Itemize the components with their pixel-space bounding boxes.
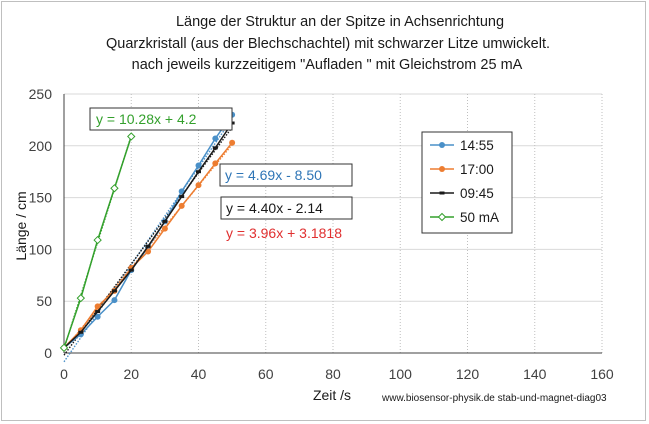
y-tick-label: 100	[29, 241, 53, 257]
chart-title-line-3: nach jeweils kurzzeitigem "Aufladen " mi…	[132, 57, 523, 73]
x-tick-label: 140	[523, 366, 547, 382]
x-tick-label: 0	[60, 366, 68, 382]
series-09-45	[61, 121, 235, 350]
y-tick-label: 0	[44, 345, 52, 361]
data-point	[212, 135, 219, 142]
legend: 14:55 17:00 09:45 50 mA	[421, 131, 513, 234]
data-point	[111, 297, 118, 304]
data-point	[76, 293, 86, 303]
series-50-mA	[59, 132, 136, 353]
data-point	[95, 310, 101, 314]
data-point	[93, 235, 102, 245]
equation-box-black: y = 4.40x - 2.14	[220, 196, 353, 220]
x-axis-label: Zeit /s	[313, 387, 351, 403]
y-tick-label: 200	[29, 138, 53, 154]
x-tick-label: 60	[258, 366, 274, 382]
x-tick-label: 120	[456, 366, 480, 382]
series-14-55	[61, 111, 236, 351]
x-tick-labels: 0 20 40 60 80 100 120 140 160	[60, 366, 614, 382]
data-point	[229, 139, 236, 146]
trendline-09-45	[63, 126, 233, 356]
x-tick-label: 100	[389, 366, 413, 382]
data-point	[195, 182, 202, 189]
legend-item: 50 mA	[430, 210, 499, 225]
y-tick-label: 150	[29, 190, 53, 206]
data-point	[212, 146, 218, 150]
equation-black: y = 4.40x - 2.14	[226, 200, 323, 216]
chart-title-line-1: Länge der Struktur an der Spitze in Achs…	[176, 14, 504, 30]
series-line-09-45	[63, 122, 233, 349]
y-axis-label: Länge / cm	[13, 191, 29, 260]
gridlines	[64, 93, 603, 353]
legend-label: 09:45	[460, 186, 494, 201]
equation-box-green: y = 10.28x + 4.2	[89, 107, 233, 131]
legend-marker	[439, 191, 445, 195]
equation-box-blue: y = 4.69x - 8.50	[219, 163, 353, 187]
data-point	[111, 289, 117, 293]
data-point	[145, 244, 151, 248]
x-tick-label: 20	[123, 366, 139, 382]
x-tick-label: 160	[590, 366, 614, 382]
legend-marker	[439, 166, 445, 172]
data-point	[94, 303, 101, 310]
data-point	[178, 188, 185, 195]
data-point	[179, 195, 185, 199]
data-point	[196, 170, 201, 174]
equation-green: y = 10.28x + 4.2	[96, 111, 197, 127]
data-point	[110, 184, 119, 193]
source-credit: www.biosensor-physik.de stab-und-magnet-…	[381, 393, 607, 404]
data-point	[161, 225, 168, 232]
legend-item: 17:00	[430, 162, 494, 177]
y-tick-labels: 0 50 100 150 200 250	[29, 86, 53, 361]
series-line-14-55	[63, 114, 233, 349]
data-point	[128, 268, 134, 272]
data-point	[78, 330, 84, 334]
y-tick-label: 250	[29, 86, 53, 102]
equation-box-red: y = 3.96x + 3.1818	[226, 225, 342, 241]
legend-marker	[439, 142, 445, 148]
legend-label: 50 mA	[460, 210, 499, 225]
axes	[63, 94, 602, 354]
data-point	[94, 313, 101, 320]
data-point	[59, 343, 69, 353]
equation-red: y = 3.96x + 3.1818	[226, 225, 342, 241]
x-tick-label: 80	[325, 366, 341, 382]
data-point	[178, 202, 185, 209]
legend-item: 09:45	[430, 186, 494, 201]
legend-item: 14:55	[430, 138, 494, 153]
legend-label: 14:55	[460, 138, 494, 153]
data-series	[59, 111, 236, 353]
legend-marker	[437, 212, 447, 222]
chart-title-line-2: Quarzkristall (aus der Blechschachtel) m…	[106, 36, 550, 52]
data-point	[127, 132, 136, 141]
y-tick-label: 50	[36, 293, 52, 309]
data-point	[145, 248, 152, 255]
data-point	[162, 219, 168, 223]
data-point	[212, 160, 219, 167]
x-tick-label: 40	[191, 366, 207, 382]
legend-label: 17:00	[460, 162, 494, 177]
equation-blue: y = 4.69x - 8.50	[225, 167, 322, 183]
data-point	[195, 162, 202, 169]
